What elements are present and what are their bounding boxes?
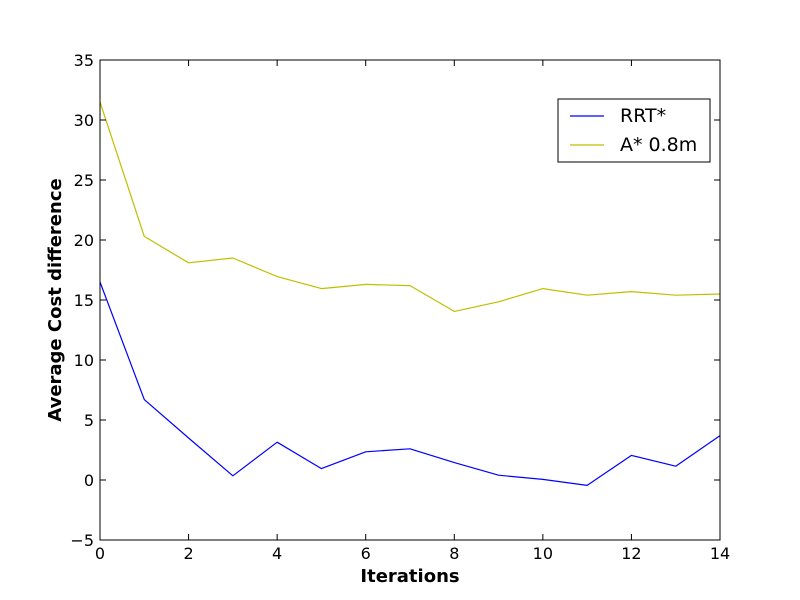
x-tick-label: 0 — [95, 544, 105, 563]
series-line-astar — [99, 101, 721, 312]
series-layer — [99, 101, 721, 486]
y-tick-label: 15 — [74, 291, 94, 310]
y-tick-label: −5 — [70, 531, 94, 550]
y-tick-label: 30 — [74, 111, 94, 130]
x-tick-label: 2 — [183, 544, 193, 563]
y-tick-label: 20 — [74, 231, 94, 250]
y-tick-label: 25 — [74, 171, 94, 190]
x-tick-label: 4 — [272, 544, 282, 563]
y-axis-title: Average Cost difference — [45, 178, 66, 421]
y-tick-label: 0 — [84, 471, 94, 490]
x-tick-label: 8 — [449, 544, 459, 563]
legend: RRT* A* 0.8m — [557, 98, 711, 163]
x-axis-title: Iterations — [360, 566, 459, 587]
y-axis-ticks: −5 0 5 10 15 20 25 30 35 — [70, 51, 720, 550]
legend-label-astar: A* 0.8m — [620, 134, 697, 156]
x-tick-label: 10 — [533, 544, 553, 563]
legend-label-rrt: RRT* — [620, 105, 666, 127]
y-tick-label: 5 — [84, 411, 94, 430]
x-tick-label: 14 — [710, 544, 730, 563]
x-tick-label: 12 — [621, 544, 641, 563]
y-tick-label: 10 — [74, 351, 94, 370]
y-tick-label: 35 — [74, 51, 94, 70]
series-line-rrt — [99, 281, 721, 486]
legend-box — [557, 98, 711, 163]
x-axis-ticks: 0 2 4 6 8 10 12 14 — [95, 60, 730, 563]
x-tick-label: 6 — [361, 544, 371, 563]
